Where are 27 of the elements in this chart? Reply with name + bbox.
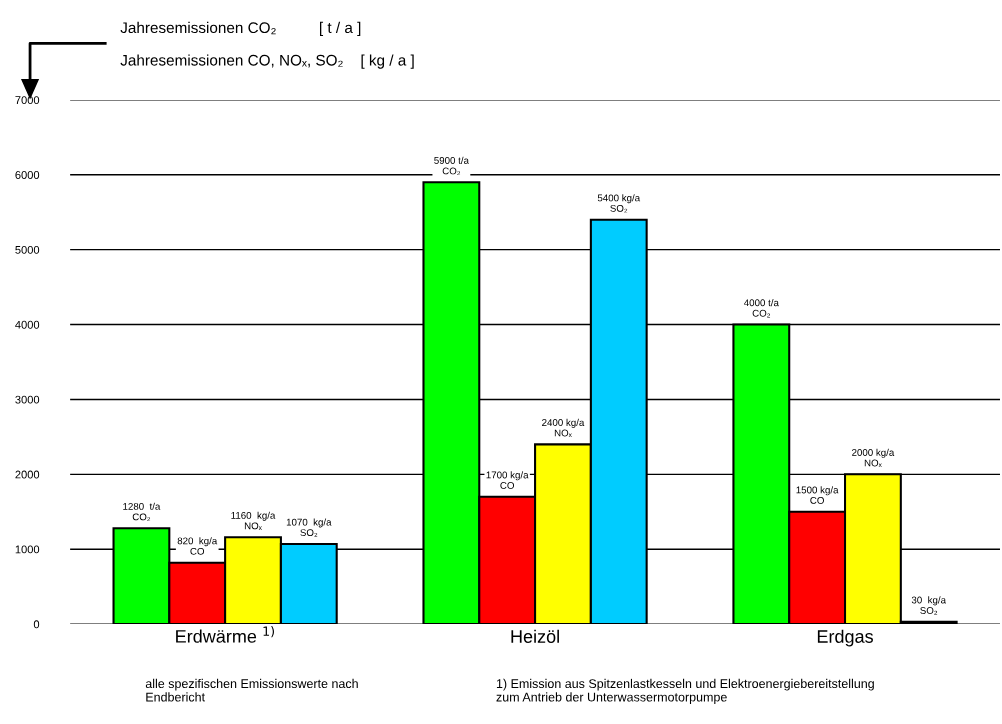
x-tick-label: Heizöl — [511, 629, 559, 643]
data-label: 1500 kg/a CO — [796, 486, 839, 504]
text: alle spezifischen Emissionswerte nach Endbericht — [145, 678, 358, 702]
y-tick-label: 1000 — [15, 545, 40, 554]
text: 1) Emission aus Spitzenlastkesseln und Elektroenergiebereitstellung zum Antrieb der Unterwassermotorpumpe — [496, 678, 874, 704]
y-tick-label: 6000 — [15, 171, 40, 179]
x-tick-label: Erdwärme $^{1)}$ — [176, 626, 274, 643]
data-label: 1070 kg/a SO₂ — [286, 518, 332, 537]
y-tick-label: 5000 — [15, 245, 40, 254]
data-label: 1280 t/a CO₂ — [123, 502, 161, 522]
data-label: 820 kg/a CO — [177, 537, 218, 555]
y-tick-label: 4000 — [15, 320, 40, 329]
text: Jahresemissionen CO₂ [ t / a ] — [120, 21, 361, 37]
x-tick-label: Erdgas — [817, 629, 873, 647]
data-label: 1700 kg/a CO — [486, 471, 529, 489]
data-label: 2000 kg/a NOₓ — [852, 448, 895, 467]
y-tick-label: 7000 — [15, 96, 40, 105]
y-tick-label: 0 — [33, 620, 40, 629]
data-label: 1160 kg/a NOₓ — [231, 511, 276, 530]
y-tick-label: 3000 — [15, 395, 40, 404]
data-label: 5400 kg/a SO₂ — [597, 194, 641, 213]
data-label: 5900 t/a CO₂ — [434, 156, 469, 176]
data-label: 2400 kg/a NOₓ — [542, 418, 585, 438]
data-label: 30 kg/a SO₂ — [911, 596, 946, 615]
y-tick-label: 2000 — [15, 470, 40, 479]
data-label: 4000 t/a CO₂ — [743, 299, 779, 318]
text: Jahresemissionen CO, NOₓ, SO₂ [ kg / a ] — [120, 54, 414, 69]
